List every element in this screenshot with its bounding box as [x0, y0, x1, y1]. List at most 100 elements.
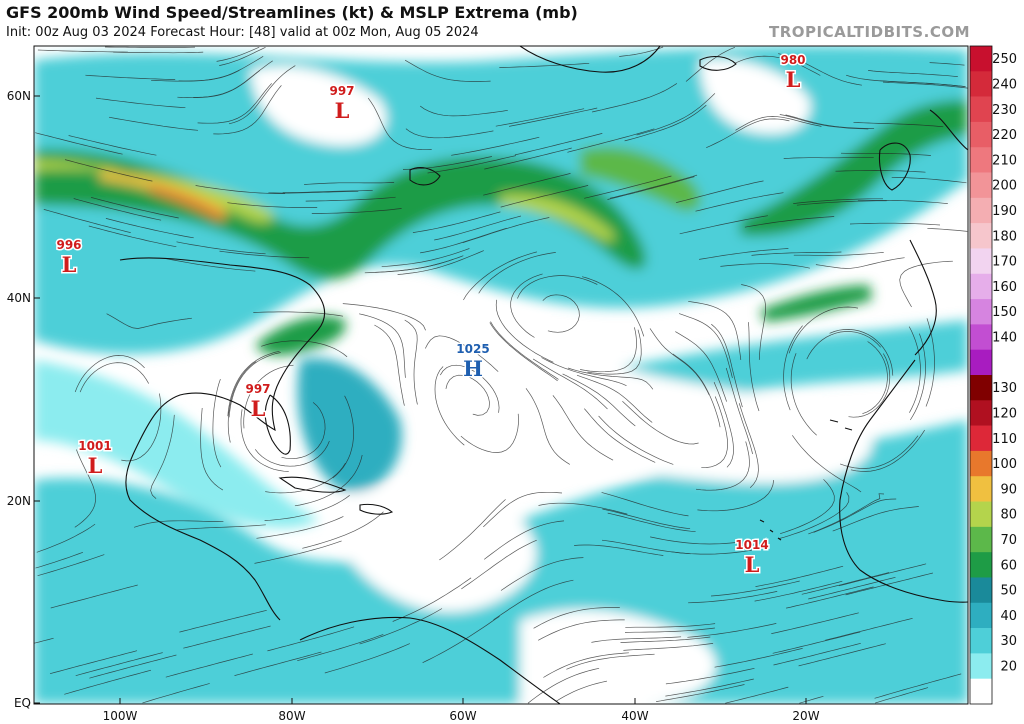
colorbar-label: 60 [1000, 558, 1017, 573]
pressure-value: 980 [780, 53, 805, 67]
streamline [439, 499, 506, 561]
streamline [484, 147, 572, 170]
streamline [106, 313, 192, 329]
streamline [89, 654, 177, 679]
streamline [801, 572, 890, 595]
streamline [422, 616, 500, 664]
streamline [623, 643, 714, 651]
streamline [853, 121, 944, 128]
chart-title: GFS 200mb Wind Speed/Streamlines (kt) & … [6, 3, 578, 22]
streamline [862, 341, 888, 415]
streamline [193, 60, 273, 98]
streamline [845, 572, 933, 596]
streamline [183, 625, 271, 649]
colorbar-swatch [970, 273, 992, 300]
streamline [342, 303, 426, 331]
colorbar-swatch [970, 526, 992, 553]
lat-label-40n: 40N [7, 291, 31, 305]
streamline [755, 565, 844, 587]
streamline [35, 551, 84, 569]
streamline [857, 200, 948, 204]
streamline [625, 623, 716, 628]
streamline [927, 227, 968, 232]
streamline [381, 248, 470, 268]
streamline [463, 251, 537, 301]
streamline [720, 263, 810, 269]
streamline [899, 260, 953, 308]
colorbar-swatch [970, 476, 992, 502]
streamline [268, 190, 359, 194]
streamline [710, 580, 800, 597]
streamlines [34, 46, 968, 704]
streamline [509, 107, 598, 127]
streamline [840, 152, 931, 156]
streamline [793, 252, 884, 256]
streamline [602, 508, 691, 530]
streamline [43, 209, 131, 233]
streamline [500, 185, 589, 208]
iceland-coastline [699, 55, 737, 71]
pressure-value: 1001 [78, 439, 111, 453]
streamline [234, 651, 322, 676]
streamline [542, 294, 580, 333]
graticule-ticks [34, 95, 807, 704]
streamline [838, 563, 927, 587]
streamline [460, 413, 519, 453]
streamline [552, 395, 614, 461]
streamline [256, 516, 344, 539]
streamline [735, 55, 821, 76]
streamline [35, 132, 123, 155]
streamline [591, 636, 682, 643]
streamline [706, 118, 790, 149]
newfoundland-coastline [409, 167, 441, 186]
streamline [412, 211, 501, 233]
streamline [493, 579, 574, 621]
streamline [105, 218, 194, 239]
streamline [839, 435, 919, 469]
streamline [748, 322, 760, 412]
streamline [714, 648, 803, 668]
colorbar-swatch [970, 96, 992, 123]
streamline [404, 319, 418, 405]
lat-label-60n: 60N [7, 89, 31, 103]
streamline [483, 520, 565, 560]
streamline [725, 686, 789, 704]
streamline [297, 634, 384, 662]
streamline [650, 536, 740, 545]
colorbar-label: 70 [1000, 533, 1017, 548]
pressure-center-5: 997 L [244, 381, 272, 423]
canary-islands [829, 419, 853, 431]
streamline [254, 440, 330, 467]
streamline [665, 678, 754, 697]
streamline [495, 299, 554, 363]
streamline [533, 607, 620, 629]
streamline [304, 182, 395, 185]
streamline [227, 350, 280, 417]
streamline [462, 217, 550, 244]
colorbar-swatch [970, 450, 992, 477]
streamline [566, 653, 655, 670]
streamline [592, 83, 678, 113]
streamline [261, 340, 348, 358]
streamline [622, 401, 699, 445]
streamline [281, 402, 326, 460]
colorbar-label: 150 [992, 305, 1017, 320]
streamline [88, 225, 177, 248]
pressure-center-7: 1014 L [734, 537, 770, 579]
streamline [798, 643, 886, 667]
greenland-coastline [519, 46, 661, 73]
colorbar-swatch [970, 172, 992, 199]
streamline [538, 502, 628, 515]
streamline [490, 321, 559, 380]
streamline [495, 108, 585, 127]
high-pressure-symbol: H [463, 356, 483, 381]
streamline [744, 216, 835, 228]
streamline [738, 403, 759, 489]
colorbar-swatch [970, 501, 992, 528]
lon-label-100w: 100W [103, 709, 138, 723]
colorbar-label: 30 [1000, 634, 1017, 649]
streamline [440, 364, 500, 413]
streamline [165, 653, 253, 678]
streamline [619, 46, 664, 57]
